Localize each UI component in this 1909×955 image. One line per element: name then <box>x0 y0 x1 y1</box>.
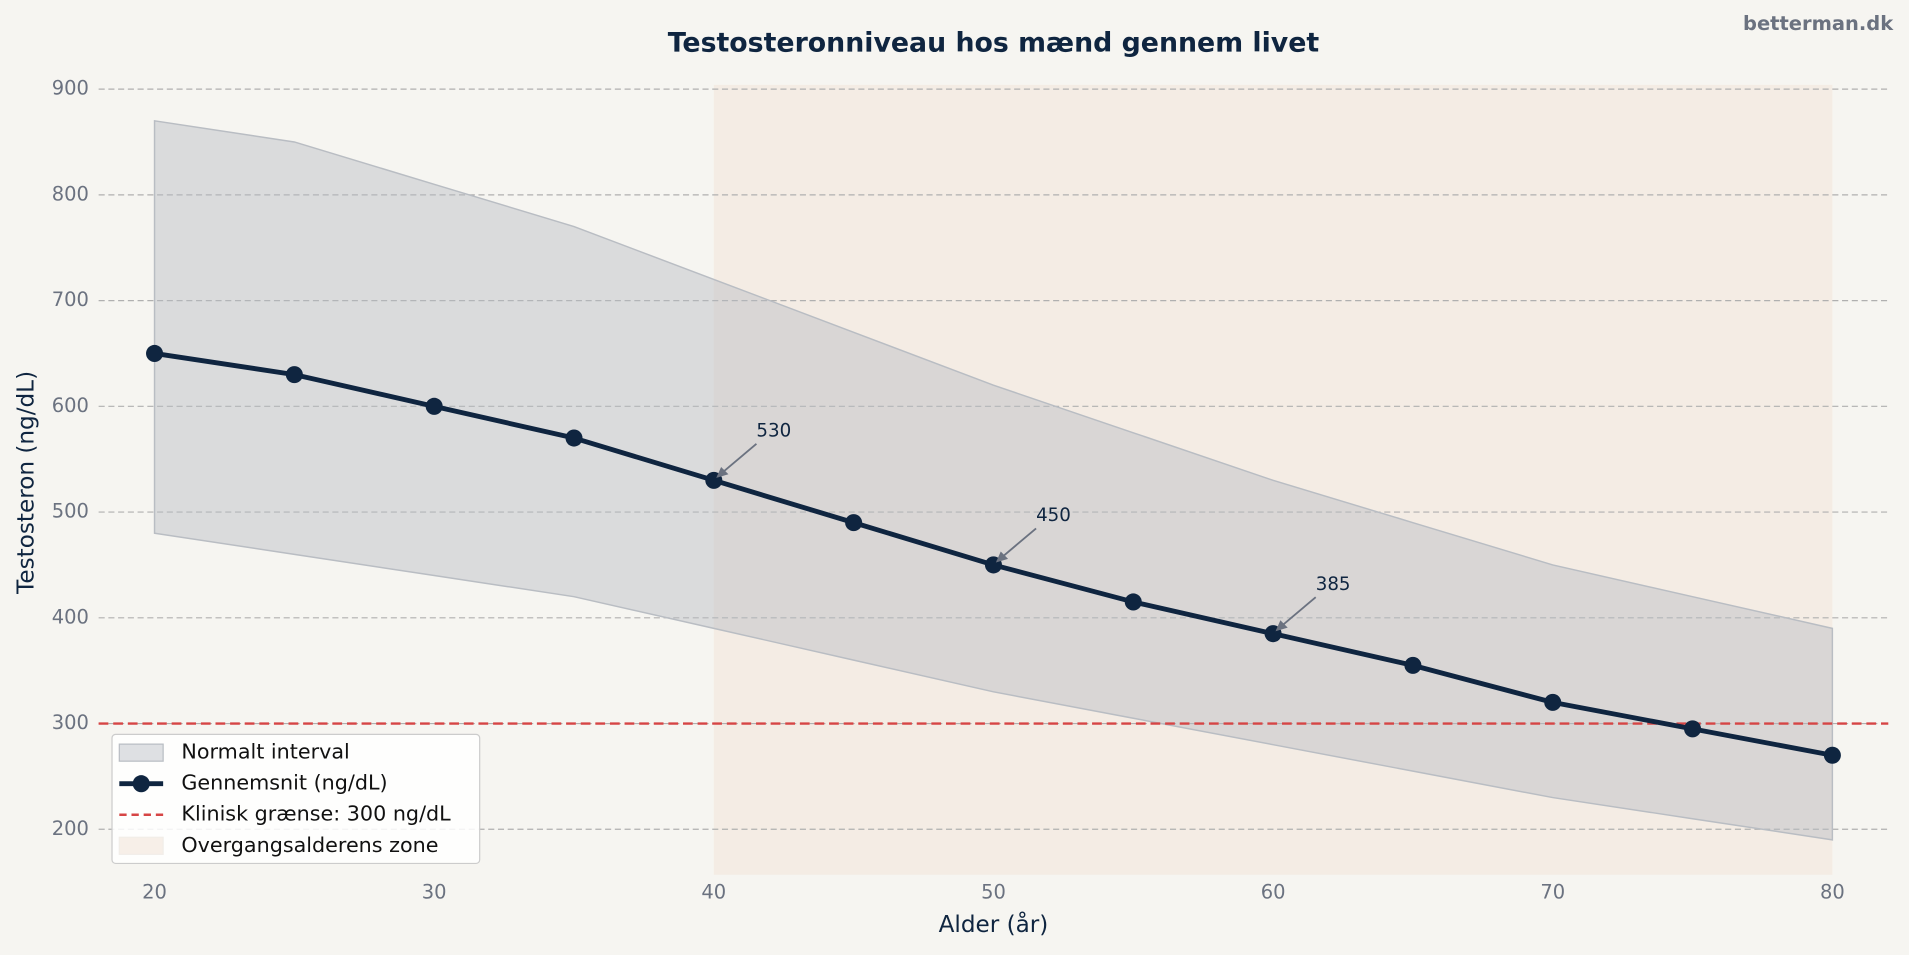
x-axis-label: Alder (år) <box>939 910 1049 938</box>
y-axis-label: Testosteron (ng/dL) <box>13 371 39 595</box>
x-tick-label: 70 <box>1540 881 1565 904</box>
legend-swatch <box>118 836 164 855</box>
data-point <box>565 429 583 447</box>
data-point <box>1404 656 1422 674</box>
x-tick-label: 50 <box>981 881 1006 904</box>
annotation-arrowhead <box>1275 620 1288 632</box>
x-tick-label: 30 <box>422 881 447 904</box>
data-point <box>845 514 863 532</box>
legend-label: Overgangsalderens zone <box>181 833 438 857</box>
legend-label: Klinisk grænse: 300 ng/dL <box>181 802 451 826</box>
legend-label: Normalt interval <box>181 740 349 764</box>
y-tick-label: 800 <box>52 182 89 205</box>
y-tick-label: 200 <box>52 817 89 840</box>
data-point <box>1124 593 1142 611</box>
data-point <box>146 344 164 362</box>
data-point <box>1684 720 1702 738</box>
x-tick-label: 40 <box>701 881 726 904</box>
x-tick-label: 20 <box>142 881 167 904</box>
y-tick-label: 900 <box>52 77 89 100</box>
y-tick-label: 400 <box>52 605 89 628</box>
legend-label: Gennemsnit (ng/dL) <box>181 771 387 795</box>
x-tick-label: 80 <box>1820 881 1845 904</box>
y-tick-label: 600 <box>52 394 89 417</box>
annotation-label: 450 <box>1036 505 1071 526</box>
y-tick-label: 500 <box>52 500 89 523</box>
legend-box <box>111 733 481 865</box>
data-point <box>425 397 443 415</box>
chart-title: Testosteronniveau hos mænd gennem livet <box>668 28 1320 59</box>
data-point <box>1544 693 1562 711</box>
y-tick-label: 700 <box>52 288 89 311</box>
annotation-label: 385 <box>1316 574 1351 595</box>
data-point <box>285 366 303 384</box>
legend-swatch <box>118 743 164 762</box>
x-tick-label: 60 <box>1261 881 1286 904</box>
legend-swatch <box>132 775 150 793</box>
annotation-label: 530 <box>756 421 791 442</box>
y-tick-label: 300 <box>52 711 89 734</box>
data-point <box>1823 746 1841 764</box>
watermark: betterman.dk <box>1743 12 1894 35</box>
annotation-arrowhead <box>716 466 729 478</box>
annotation-arrowhead <box>995 551 1009 563</box>
